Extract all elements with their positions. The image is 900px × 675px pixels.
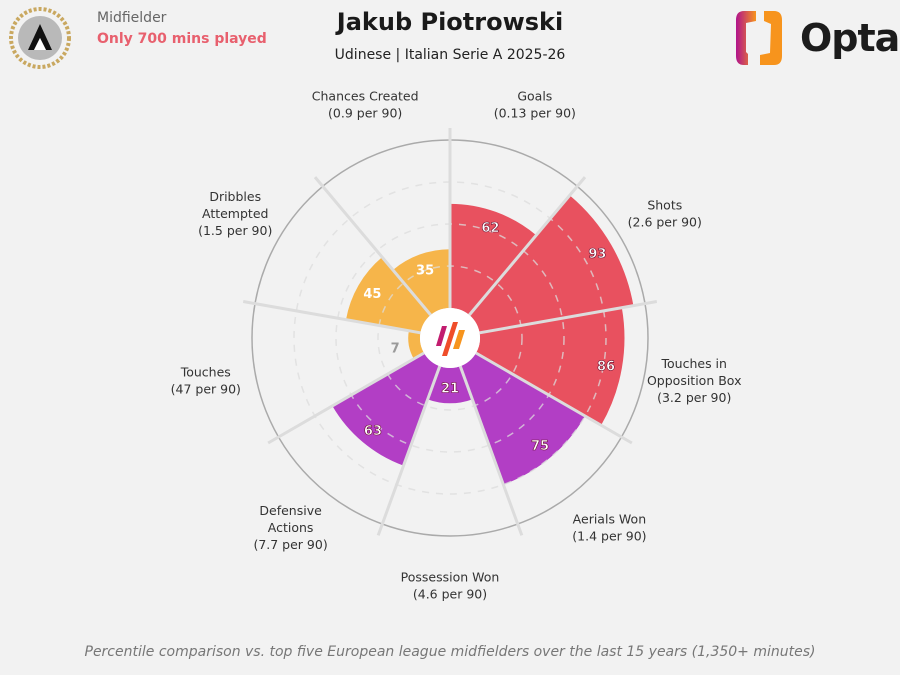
slice-category-label: Shots [647,198,682,213]
player-position: Midfielder [97,10,167,26]
udinese-crest-logo [9,7,71,69]
slice-divider [475,351,633,445]
opta-center-icon [436,322,465,356]
slice-value-label: 63 [364,424,382,439]
slice-value-label: 45 [363,287,381,302]
pizza-chart: 62 Goals (0.13 per 90) 93 Shots (2.6 per 90) 8… [171,88,742,602]
slice-stat-label: (4.6 per 90) [413,587,487,602]
slice-value-label: 86 [597,360,615,375]
slice-divider [267,351,425,445]
slice-divider [479,300,658,335]
slice-bar [392,249,450,316]
slice-stat-label: (3.2 per 90) [657,390,731,405]
slice-stat-label: (1.5 per 90) [198,223,272,238]
opta-wordmark: Opta [800,16,900,60]
slice-value-label: 62 [481,221,499,236]
slice-category-label: Opposition Box [647,373,742,388]
slice-category-label: Dribbles [209,189,261,204]
slice-category-label: Goals [517,88,552,103]
slice-stat-label: (0.9 per 90) [328,105,402,120]
slice-stat-label: (0.13 per 90) [494,105,576,120]
slice-bar [408,330,425,359]
slice-divider [376,365,442,536]
opta-logo-icon [736,11,782,65]
slice-stat-label: (2.6 per 90) [628,215,702,230]
slice-value-label: 35 [416,264,434,279]
slice-category-label: Aerials Won [573,511,646,526]
slice-value-label: 7 [391,342,400,357]
slice-category-label: Touches in [661,356,727,371]
minutes-warning: Only 700 mins played [97,31,267,47]
slice-stat-label: (47 per 90) [171,382,241,397]
page-title: Jakub Piotrowski [336,8,564,36]
slice-category-label: Chances Created [312,88,419,103]
slice-category-label: Defensive [259,503,322,518]
slice-divider [242,300,421,335]
slice-bar [450,203,537,316]
slice-divider [313,176,432,316]
slice-bar [346,257,431,333]
slice-value-label: 75 [531,439,549,454]
slice-value-label: 21 [441,381,459,396]
slice-category-label: Actions [268,520,314,535]
slice-bar [427,366,473,404]
slice-divider [458,365,524,536]
slice-value-label: 93 [588,247,606,262]
slice-stat-label: (1.4 per 90) [572,528,646,543]
slice-bar [475,307,625,426]
footer-note: Percentile comparison vs. top five Europ… [84,644,816,660]
slice-category-label: Touches [180,365,231,380]
slice-category-label: Possession Won [401,570,500,585]
slice-category-label: Attempted [202,206,268,221]
slice-divider [468,176,587,316]
slice-stat-label: (7.7 per 90) [253,537,327,552]
page-subtitle: Udinese | Italian Serie A 2025-26 [334,47,566,63]
